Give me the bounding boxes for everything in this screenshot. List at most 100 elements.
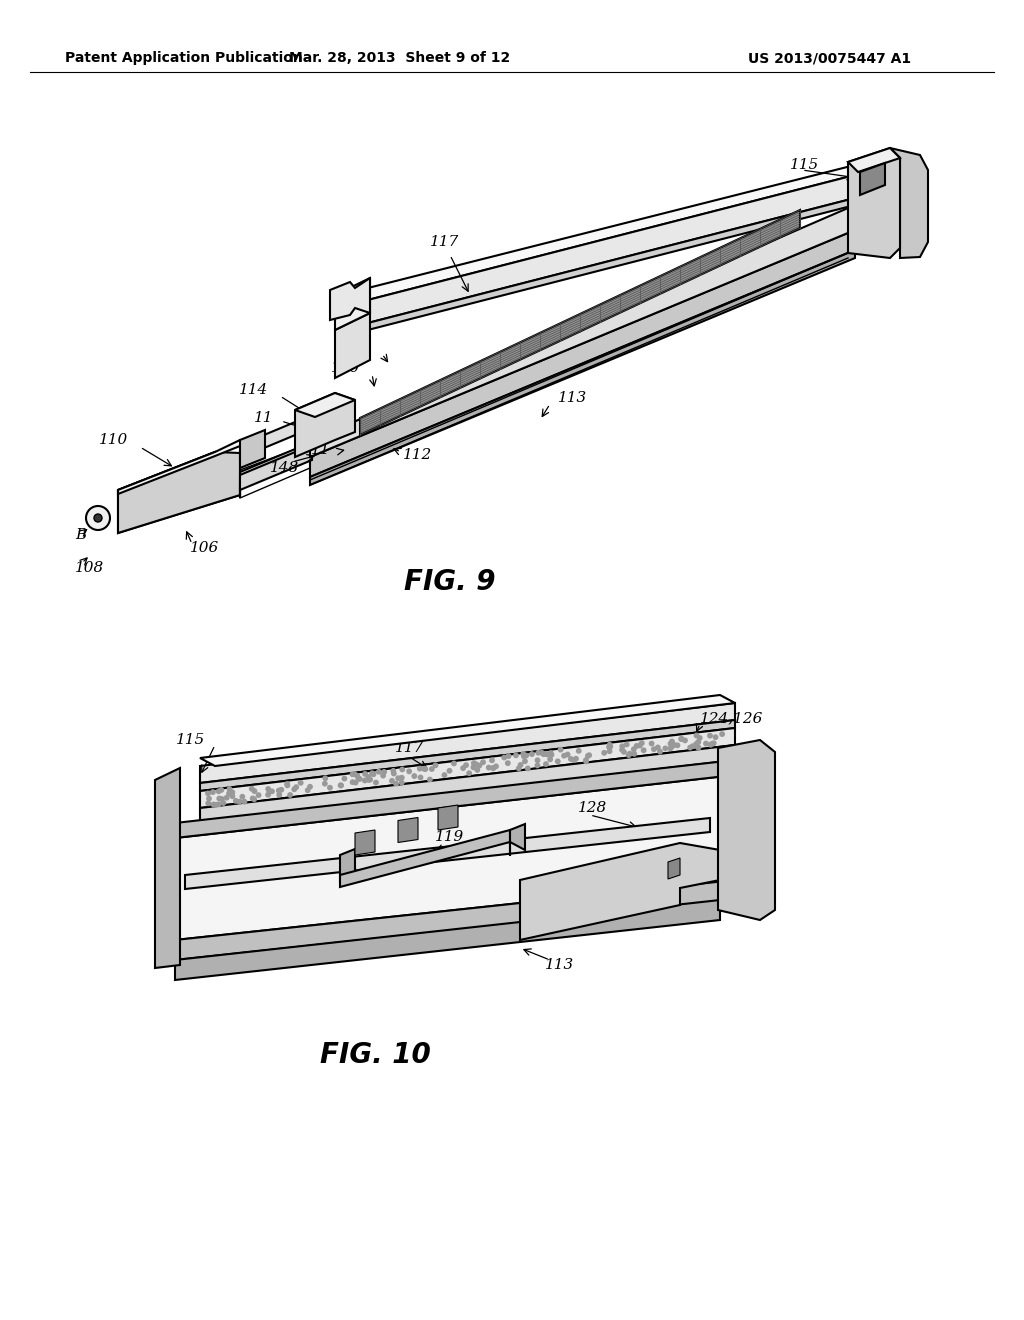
Circle shape xyxy=(490,766,496,770)
Circle shape xyxy=(607,744,611,750)
Polygon shape xyxy=(520,843,720,940)
Circle shape xyxy=(651,747,656,751)
Circle shape xyxy=(584,758,588,763)
Circle shape xyxy=(422,767,426,771)
Circle shape xyxy=(356,776,360,781)
Polygon shape xyxy=(398,817,418,842)
Text: 124,126: 124,126 xyxy=(700,711,763,725)
Polygon shape xyxy=(175,900,720,979)
Polygon shape xyxy=(118,451,240,533)
Circle shape xyxy=(216,803,221,807)
Circle shape xyxy=(294,785,298,789)
Circle shape xyxy=(357,776,361,781)
Circle shape xyxy=(250,787,254,791)
Circle shape xyxy=(305,788,310,792)
Circle shape xyxy=(278,792,282,797)
Circle shape xyxy=(94,513,102,521)
Circle shape xyxy=(266,787,270,791)
Circle shape xyxy=(399,775,403,780)
Circle shape xyxy=(521,754,526,759)
Polygon shape xyxy=(155,768,180,968)
Circle shape xyxy=(587,752,591,758)
Circle shape xyxy=(292,787,296,792)
Polygon shape xyxy=(200,696,735,766)
Circle shape xyxy=(709,743,713,747)
Circle shape xyxy=(573,756,579,760)
Circle shape xyxy=(251,796,255,801)
Circle shape xyxy=(571,758,575,762)
Circle shape xyxy=(514,754,518,758)
Circle shape xyxy=(328,785,332,789)
Circle shape xyxy=(518,763,522,767)
Circle shape xyxy=(353,780,357,785)
Text: 112: 112 xyxy=(403,447,432,462)
Circle shape xyxy=(568,756,573,762)
Circle shape xyxy=(675,743,680,747)
Circle shape xyxy=(696,739,700,744)
Circle shape xyxy=(428,777,432,781)
Circle shape xyxy=(690,744,695,748)
Circle shape xyxy=(350,772,354,776)
Circle shape xyxy=(679,737,683,742)
Circle shape xyxy=(216,789,221,793)
Polygon shape xyxy=(355,830,375,855)
Circle shape xyxy=(285,781,290,787)
Polygon shape xyxy=(118,451,240,533)
Circle shape xyxy=(230,791,234,795)
Circle shape xyxy=(412,774,417,779)
Circle shape xyxy=(227,787,231,791)
Polygon shape xyxy=(860,162,885,195)
Circle shape xyxy=(577,748,581,754)
Circle shape xyxy=(471,766,475,770)
Text: B: B xyxy=(75,528,86,543)
Polygon shape xyxy=(175,760,735,838)
Circle shape xyxy=(710,742,714,746)
Circle shape xyxy=(607,748,611,754)
Circle shape xyxy=(602,751,606,755)
Circle shape xyxy=(338,783,343,788)
Circle shape xyxy=(506,760,510,766)
Circle shape xyxy=(211,803,216,807)
Circle shape xyxy=(477,763,481,768)
Circle shape xyxy=(256,793,261,797)
Circle shape xyxy=(720,731,724,737)
Circle shape xyxy=(549,752,554,756)
Circle shape xyxy=(695,744,700,750)
Circle shape xyxy=(390,779,394,783)
Circle shape xyxy=(536,758,540,763)
Circle shape xyxy=(467,771,471,775)
Polygon shape xyxy=(330,279,370,319)
Circle shape xyxy=(238,800,242,804)
Polygon shape xyxy=(360,176,855,325)
Circle shape xyxy=(521,751,525,756)
Polygon shape xyxy=(185,818,710,888)
Circle shape xyxy=(452,762,456,766)
Circle shape xyxy=(252,797,256,801)
Polygon shape xyxy=(848,148,900,172)
Circle shape xyxy=(211,789,215,795)
Text: 113: 113 xyxy=(558,391,587,405)
Circle shape xyxy=(544,762,548,767)
Circle shape xyxy=(586,754,590,758)
Circle shape xyxy=(714,735,718,739)
Text: 115: 115 xyxy=(790,158,819,172)
Circle shape xyxy=(214,803,218,807)
Circle shape xyxy=(638,743,642,747)
Text: 114: 114 xyxy=(239,383,268,397)
Circle shape xyxy=(486,766,490,770)
Polygon shape xyxy=(310,205,855,457)
Circle shape xyxy=(549,751,553,755)
Polygon shape xyxy=(200,719,735,791)
Circle shape xyxy=(545,752,549,756)
Circle shape xyxy=(712,741,716,746)
Circle shape xyxy=(350,780,355,784)
Polygon shape xyxy=(175,880,735,960)
Polygon shape xyxy=(175,775,735,940)
Circle shape xyxy=(288,793,292,797)
Polygon shape xyxy=(310,230,855,477)
Text: 148: 148 xyxy=(270,461,300,475)
Circle shape xyxy=(632,747,636,751)
Circle shape xyxy=(622,750,626,754)
Circle shape xyxy=(394,781,398,785)
Circle shape xyxy=(285,783,290,788)
